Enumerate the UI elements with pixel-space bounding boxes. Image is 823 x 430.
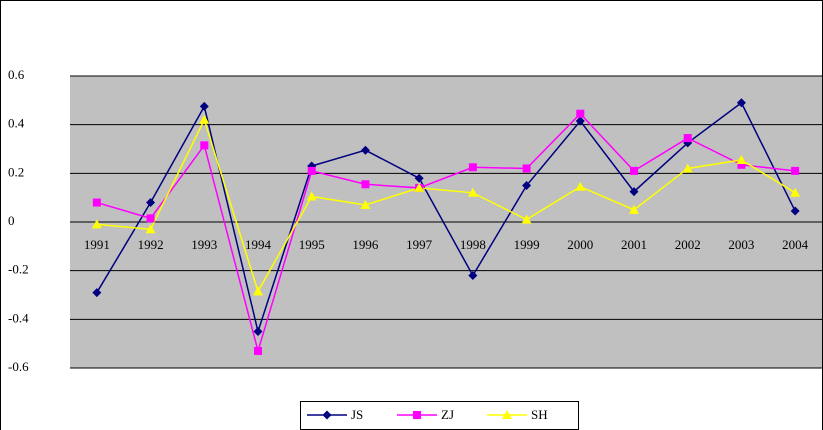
marker xyxy=(92,288,102,298)
marker xyxy=(414,173,424,183)
marker xyxy=(682,163,693,173)
marker xyxy=(199,101,209,111)
marker xyxy=(306,191,317,201)
marker xyxy=(522,164,531,173)
y-tick-label: -0.4 xyxy=(8,310,29,325)
y-tick-label: 0.2 xyxy=(8,164,24,179)
marker xyxy=(92,198,101,207)
y-tick-label: -0.2 xyxy=(8,262,29,277)
marker xyxy=(361,180,370,189)
y-tick-label: 0.6 xyxy=(8,67,25,82)
marker xyxy=(199,114,210,124)
marker xyxy=(360,199,371,209)
marker xyxy=(146,214,155,223)
legend-label: JS xyxy=(351,407,363,422)
marker xyxy=(790,187,801,197)
y-tick-label: -0.6 xyxy=(8,359,29,374)
marker xyxy=(683,134,692,143)
marker xyxy=(360,145,370,155)
marker xyxy=(736,98,746,108)
marker xyxy=(502,410,512,419)
x-tick-label: 2001 xyxy=(621,237,647,252)
marker xyxy=(521,214,532,224)
marker xyxy=(791,166,800,175)
marker xyxy=(468,271,478,281)
series-line xyxy=(96,117,796,294)
marker xyxy=(91,219,102,229)
x-tick-label: 1995 xyxy=(299,237,325,252)
legend-label: ZJ xyxy=(441,407,454,422)
series-line xyxy=(96,101,796,335)
marker xyxy=(575,181,586,191)
marker xyxy=(737,160,746,169)
x-tick-label: 1993 xyxy=(191,237,217,252)
marker xyxy=(630,166,638,175)
marker xyxy=(522,181,532,190)
marker xyxy=(146,198,156,208)
marker xyxy=(322,410,332,420)
marker xyxy=(736,154,747,164)
marker xyxy=(468,163,477,172)
marker xyxy=(413,411,421,419)
x-tick-label: 2000 xyxy=(567,237,593,252)
marker xyxy=(629,204,639,214)
marker xyxy=(467,187,478,197)
marker xyxy=(414,182,425,192)
x-tick-label: 1991 xyxy=(84,237,110,252)
x-tick-label: 1998 xyxy=(460,237,486,252)
marker xyxy=(200,141,209,150)
marker xyxy=(145,224,156,234)
marker xyxy=(576,109,585,118)
x-tick-label: 1996 xyxy=(352,237,379,252)
x-tick-label: 2004 xyxy=(782,237,809,252)
x-tick-label: 1997 xyxy=(406,237,433,252)
x-tick-label: 2002 xyxy=(675,237,701,252)
x-tick-label: 1992 xyxy=(138,237,164,252)
marker xyxy=(629,187,639,197)
marker xyxy=(254,346,262,355)
x-tick-label: 1994 xyxy=(245,237,272,252)
y-tick-label: 0 xyxy=(8,213,15,228)
y-tick-label: 0.4 xyxy=(8,116,25,131)
marker xyxy=(575,116,585,126)
marker xyxy=(307,166,316,175)
marker xyxy=(253,327,263,336)
x-tick-label: 2003 xyxy=(728,237,754,252)
marker xyxy=(253,286,263,296)
legend-label: SH xyxy=(531,407,548,422)
x-tick-label: 1999 xyxy=(514,237,540,252)
series-line xyxy=(96,112,796,354)
marker xyxy=(790,206,800,216)
